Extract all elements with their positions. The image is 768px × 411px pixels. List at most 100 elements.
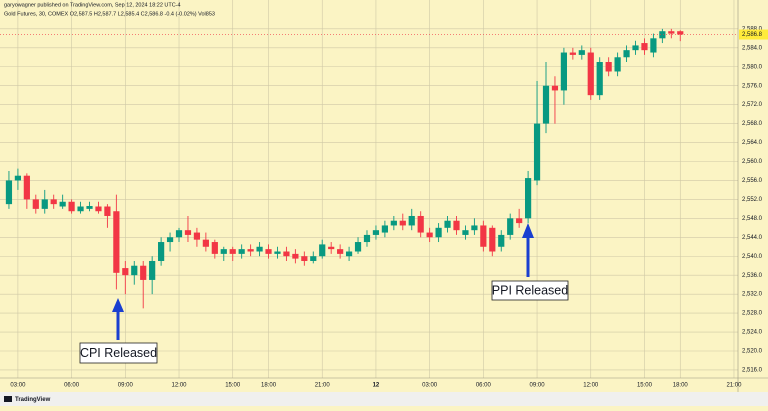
brand-text: TradingView [15, 397, 51, 403]
candle-body [202, 239, 209, 247]
symbol-line: Gold Futures, 30, COMEX O2,587.5 H2,587.… [4, 11, 215, 17]
candles [5, 28, 684, 309]
candle-body [23, 175, 30, 200]
candle-body [229, 249, 236, 254]
candle-body [462, 230, 469, 235]
candle-body [614, 57, 621, 72]
y-tick-label: 2,572.0 [742, 102, 763, 108]
candle-body [453, 220, 460, 231]
candle-body [193, 232, 201, 240]
candle-body [220, 249, 227, 254]
x-tick-label: 09:00 [530, 383, 546, 389]
candle-body [381, 225, 388, 233]
candle-body [489, 227, 496, 252]
x-tick-label: 12 [373, 383, 380, 389]
candle-body [551, 85, 559, 91]
candle-body [480, 225, 487, 247]
y-tick-label: 2,588.0 [742, 26, 763, 32]
y-tick-label: 2,548.0 [742, 216, 763, 222]
candle-body [77, 206, 84, 212]
candle-body [256, 246, 263, 252]
candle-body [265, 249, 272, 254]
candle-body [659, 31, 666, 39]
candle-body [337, 249, 344, 254]
candle-body [345, 251, 353, 257]
candle-body [175, 230, 183, 238]
candle-body [292, 253, 299, 259]
y-tick-label: 2,568.0 [742, 121, 763, 127]
candle-body [641, 43, 648, 51]
candle-body [274, 251, 281, 254]
candle-body [5, 180, 13, 205]
candle-body [605, 62, 612, 72]
candle-body [363, 234, 371, 243]
candle-body [104, 206, 111, 216]
candle-body [569, 52, 576, 55]
candle-body [122, 268, 129, 276]
candle-body [516, 218, 523, 224]
y-tick-label: 2,524.0 [742, 330, 763, 336]
annotation-text: CPI Released [80, 346, 157, 360]
y-tick-label: 2,532.0 [742, 292, 763, 298]
x-tick-label: 15:00 [637, 383, 653, 389]
candle-body [399, 220, 406, 226]
candle-body [417, 215, 424, 233]
candle-body [319, 244, 326, 257]
candle-body [68, 201, 75, 212]
candle-body [507, 218, 514, 235]
candle-body [310, 256, 317, 261]
y-tick-label: 2,556.0 [742, 178, 763, 184]
arrow-head [112, 298, 124, 312]
candle-body [131, 265, 138, 276]
candle-body [408, 215, 415, 226]
candle-body [328, 246, 335, 250]
ppi-annotation: PPI Released [491, 223, 569, 301]
y-tick-label: 2,536.0 [742, 273, 763, 279]
grid [0, 0, 738, 378]
x-tick-label: 09:00 [118, 383, 134, 389]
y-tick-label: 2,540.0 [742, 254, 763, 260]
candle-body [525, 178, 532, 219]
arrow-head [522, 223, 534, 238]
publisher-line: garyowagner published on TradingView.com… [4, 2, 181, 8]
candle-body [560, 52, 568, 91]
candle-body [184, 230, 192, 235]
y-tick-label: 2,516.0 [742, 368, 763, 374]
x-tick-label: 21:00 [726, 383, 742, 389]
cpi-annotation: CPI Released [79, 298, 158, 364]
y-tick-label: 2,520.0 [742, 349, 763, 355]
x-tick-label: 12:00 [172, 383, 188, 389]
candle-body [211, 242, 218, 254]
candle-body [166, 237, 174, 243]
y-tick-label: 2,528.0 [742, 311, 763, 317]
x-tick-label: 21:00 [315, 383, 331, 389]
y-tick-label: 2,560.0 [742, 159, 763, 165]
candle-body [238, 249, 245, 254]
candle-body [587, 52, 594, 96]
x-tick-label: 06:00 [64, 383, 80, 389]
y-tick-label: 2,584.0 [742, 45, 763, 51]
candle-body [372, 230, 380, 235]
candle-body [283, 251, 290, 257]
candle-body [301, 256, 308, 261]
x-tick-label: 18:00 [261, 383, 277, 389]
y-tick-label: 2,576.0 [742, 83, 763, 89]
candle-body [596, 62, 603, 96]
candle-body [158, 242, 165, 261]
annotation-text: PPI Released [492, 283, 568, 297]
candle-body [498, 234, 505, 247]
candle-body [533, 123, 541, 181]
y-tick-label: 2,544.0 [742, 235, 763, 241]
candle-body [95, 206, 102, 212]
y-tick-label: 2,580.0 [742, 64, 763, 70]
candle-body [86, 206, 93, 209]
branding: TradingView [4, 396, 51, 403]
candle-body [444, 220, 451, 228]
x-tick-label: 18:00 [673, 383, 689, 389]
x-tick-label: 12:00 [583, 383, 599, 389]
y-tick-label: 2,564.0 [742, 140, 763, 146]
candle-body [542, 85, 550, 124]
candle-body [623, 50, 630, 58]
candle-body [426, 232, 433, 238]
